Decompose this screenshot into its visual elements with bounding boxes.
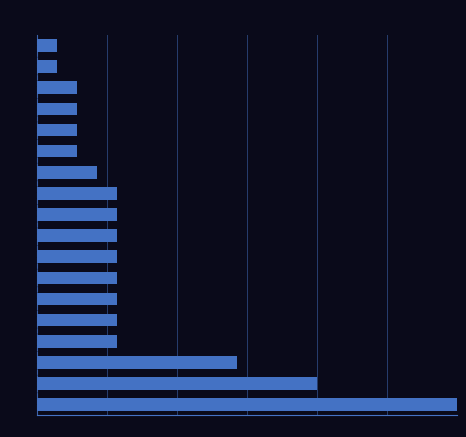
Bar bbox=[37, 314, 117, 326]
Bar bbox=[37, 229, 117, 242]
Bar bbox=[37, 187, 117, 200]
Bar bbox=[37, 39, 57, 52]
Bar bbox=[37, 124, 77, 136]
Bar bbox=[37, 250, 117, 263]
Bar bbox=[37, 81, 77, 94]
Bar bbox=[37, 271, 117, 284]
Bar bbox=[37, 293, 117, 305]
Bar bbox=[37, 208, 117, 221]
Bar bbox=[37, 377, 317, 390]
Bar bbox=[37, 103, 77, 115]
Bar bbox=[37, 60, 57, 73]
Bar bbox=[37, 398, 457, 411]
Bar bbox=[37, 145, 77, 157]
Bar bbox=[37, 166, 97, 179]
Bar bbox=[37, 356, 237, 369]
Bar bbox=[37, 335, 117, 347]
